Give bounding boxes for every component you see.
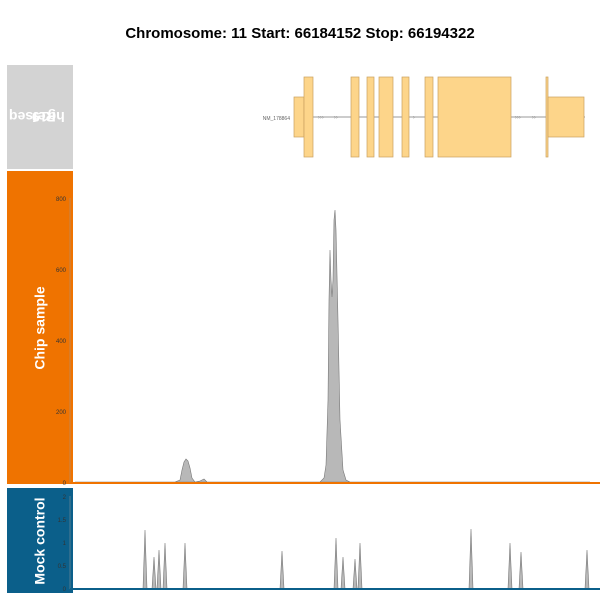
svg-text:›: ›: [413, 115, 415, 121]
mock-signal: [142, 528, 590, 590]
refseq-track-label: Refseq hg19: [7, 65, 73, 169]
chip-track-label: Chip sample: [7, 171, 73, 484]
svg-text:1: 1: [63, 541, 67, 547]
svg-text:››: ››: [334, 115, 338, 121]
svg-text:0.5: 0.5: [58, 564, 67, 570]
mock-track-label: Mock control: [7, 488, 73, 593]
svg-text:200: 200: [56, 410, 67, 416]
svg-text:1.5: 1.5: [58, 518, 67, 524]
svg-text:›››: ›››: [318, 115, 324, 121]
mock-y-axis: 0 0.5 1 1.5 2: [58, 495, 71, 593]
transcript-label: NM_178864: [263, 116, 290, 122]
svg-text:›››: ›››: [515, 115, 521, 121]
svg-text:2: 2: [63, 495, 67, 501]
svg-text:600: 600: [56, 268, 67, 274]
chip-signal: [75, 209, 590, 483]
chip-y-axis: 0 200 400 600 800: [56, 197, 71, 487]
gene-model: NM_178864 ››› ›› › ››› ››: [263, 76, 585, 158]
svg-text:››: ››: [532, 115, 536, 121]
svg-text:0: 0: [63, 481, 67, 487]
svg-text:400: 400: [56, 339, 67, 345]
svg-text:800: 800: [56, 197, 67, 203]
svg-text:0: 0: [63, 587, 67, 593]
chart-title: Chromosome: 11 Start: 66184152 Stop: 661…: [125, 25, 475, 42]
